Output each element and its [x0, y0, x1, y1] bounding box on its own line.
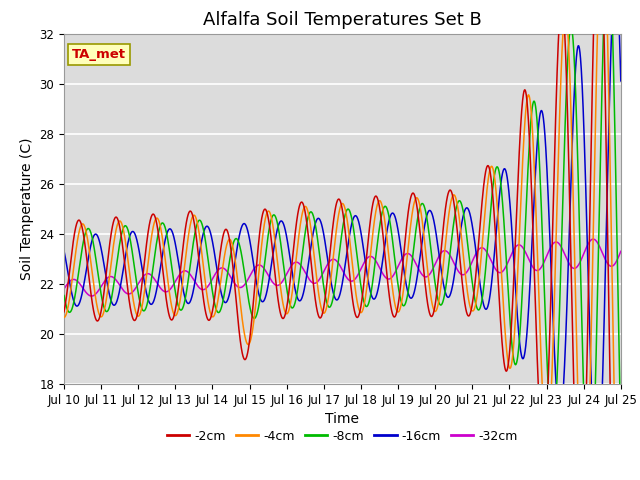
X-axis label: Time: Time	[325, 412, 360, 426]
Y-axis label: Soil Temperature (C): Soil Temperature (C)	[20, 138, 34, 280]
Text: TA_met: TA_met	[72, 48, 126, 61]
Legend: -2cm, -4cm, -8cm, -16cm, -32cm: -2cm, -4cm, -8cm, -16cm, -32cm	[162, 425, 523, 448]
Title: Alfalfa Soil Temperatures Set B: Alfalfa Soil Temperatures Set B	[203, 11, 482, 29]
